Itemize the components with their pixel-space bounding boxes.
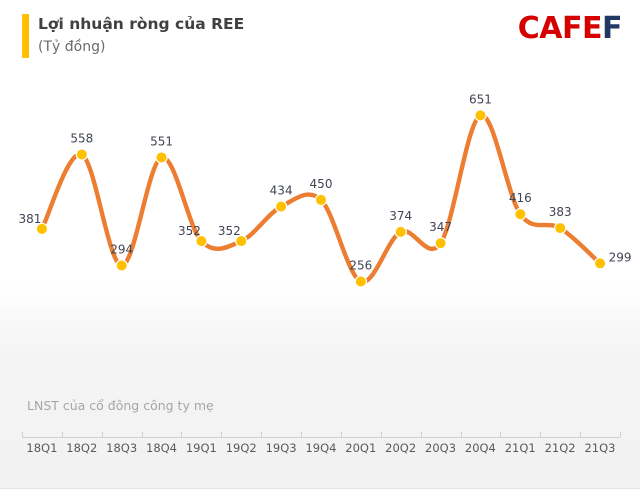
x-axis-tick <box>102 432 103 437</box>
x-axis-tick <box>261 432 262 437</box>
x-axis-tick <box>62 432 63 437</box>
logo-text-primary: CAFE <box>517 11 603 46</box>
x-axis-label: 21Q1 <box>504 441 536 455</box>
page-title: Lợi nhuận ròng của REE <box>38 15 245 33</box>
x-axis-line <box>22 437 620 438</box>
title-block: Lợi nhuận ròng của REE (Tỷ đồng) <box>38 12 244 58</box>
x-axis-tick <box>181 432 182 437</box>
chart-header: Lợi nhuận ròng của REE (Tỷ đồng) CAFE F <box>0 0 640 74</box>
series-point-labels: 381 558 294 551 352 352 434 450 256 374 347 651 416 3… <box>18 92 631 272</box>
data-point-marker[interactable] <box>554 221 567 235</box>
data-point-label: 352 <box>218 224 241 238</box>
data-point-marker[interactable] <box>115 259 128 272</box>
x-axis-tick <box>301 432 302 437</box>
chart-subtitle: (Tỷ đồng) <box>38 39 106 55</box>
data-point-label: 294 <box>110 243 133 257</box>
data-point-label: 374 <box>389 209 412 223</box>
data-point-label: 450 <box>310 177 333 191</box>
data-point-marker[interactable] <box>35 222 49 236</box>
data-point-label: 299 <box>609 250 632 264</box>
data-point-label: 434 <box>270 184 293 198</box>
data-point-marker[interactable] <box>354 275 368 288</box>
x-axis-tick <box>540 432 541 437</box>
x-axis-label: 19Q3 <box>265 441 297 455</box>
x-axis-label: 18Q4 <box>146 441 178 455</box>
logo-text-secondary: F <box>602 11 623 46</box>
data-point-label: 381 <box>18 212 41 226</box>
data-point-marker[interactable] <box>195 234 208 248</box>
data-point-marker[interactable] <box>434 237 447 250</box>
data-point-marker[interactable] <box>75 148 89 161</box>
x-axis-label: 19Q4 <box>305 441 337 455</box>
data-point-label: 383 <box>549 205 572 219</box>
x-axis-label: 18Q1 <box>26 441 58 455</box>
data-point-marker[interactable] <box>274 200 288 213</box>
x-axis: 18Q1 18Q2 18Q3 18Q4 19Q1 19Q2 19Q3 19Q4 20Q1 20Q2… <box>22 432 621 467</box>
title-accent-bar <box>22 14 29 58</box>
line-chart-svg: 381 558 294 551 352 352 434 450 256 374 347 651 416 3… <box>18 92 632 288</box>
data-point-label: 352 <box>178 224 201 238</box>
data-point-marker[interactable] <box>314 193 328 207</box>
data-point-marker[interactable] <box>394 225 407 239</box>
data-point-marker[interactable] <box>474 109 487 122</box>
x-axis-tick <box>580 432 581 437</box>
plot-area: 381 558 294 551 352 352 434 450 256 374 347 651 416 3… <box>0 60 640 380</box>
x-axis-tick <box>461 432 462 437</box>
data-point-label: 651 <box>469 92 492 106</box>
data-point-label: 551 <box>150 134 173 148</box>
data-point-label: 347 <box>429 220 452 234</box>
x-axis-label: 21Q2 <box>544 441 576 455</box>
x-axis-label: 20Q1 <box>345 441 377 455</box>
data-point-label: 416 <box>509 191 532 205</box>
x-axis-labels: 18Q1 18Q2 18Q3 18Q4 19Q1 19Q2 19Q3 19Q4 20Q1 20Q2… <box>22 441 620 455</box>
x-axis-tick <box>22 432 23 437</box>
x-axis-tick <box>500 432 501 437</box>
x-axis-label: 19Q1 <box>185 441 217 455</box>
x-axis-tick <box>142 432 143 437</box>
series-markers <box>35 109 607 288</box>
data-point-marker[interactable] <box>514 207 527 221</box>
x-axis-label: 20Q3 <box>425 441 457 455</box>
legend-label: LNST của cổ đông công ty mẹ <box>27 398 214 413</box>
data-point-label: 256 <box>349 258 372 272</box>
x-axis-tick <box>381 432 382 437</box>
x-axis-tick <box>341 432 342 437</box>
data-point-label: 558 <box>70 132 93 146</box>
x-axis-label: 18Q2 <box>66 441 98 455</box>
x-axis-label: 20Q2 <box>385 441 417 455</box>
x-axis-tick <box>421 432 422 437</box>
x-axis-label: 19Q2 <box>225 441 257 455</box>
cafef-logo: CAFE F <box>517 11 623 46</box>
data-point-marker[interactable] <box>155 151 168 164</box>
x-axis-label: 20Q4 <box>464 441 496 455</box>
data-point-marker[interactable] <box>593 257 607 270</box>
data-point-marker[interactable] <box>235 234 248 248</box>
x-axis-label: 21Q3 <box>584 441 616 455</box>
x-axis-tick <box>620 432 621 437</box>
x-axis-tick <box>221 432 222 437</box>
x-axis-label: 18Q3 <box>106 441 138 455</box>
